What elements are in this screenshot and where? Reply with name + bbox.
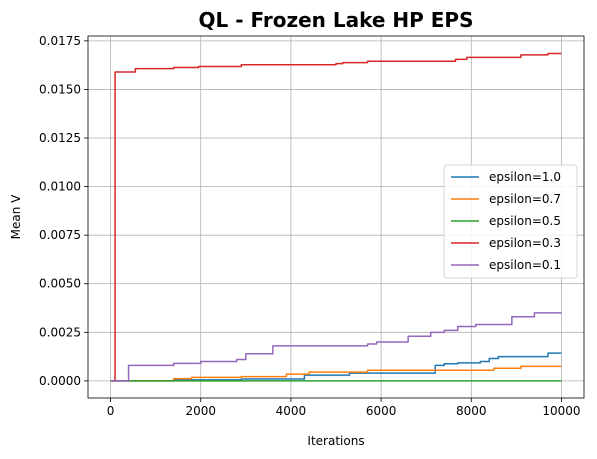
x-tick-label: 0 (107, 404, 115, 418)
y-tick-label: 0.0150 (39, 82, 81, 96)
legend-label: epsilon=0.5 (489, 214, 561, 228)
x-axis-label: Iterations (307, 434, 364, 448)
y-tick-label: 0.0125 (39, 131, 81, 145)
chart-title: QL - Frozen Lake HP EPS (199, 8, 474, 32)
y-tick-label: 0.0100 (39, 180, 81, 194)
legend-label: epsilon=0.3 (489, 236, 561, 250)
legend-label: epsilon=0.1 (489, 258, 561, 272)
y-tick-label: 0.0075 (39, 228, 81, 242)
y-tick-label: 0.0025 (39, 325, 81, 339)
y-tick-label: 0.0000 (39, 374, 81, 388)
x-tick-label: 8000 (456, 404, 487, 418)
x-tick-label: 2000 (185, 404, 216, 418)
legend-label: epsilon=1.0 (489, 170, 561, 184)
x-tick-label: 10000 (542, 404, 580, 418)
legend-label: epsilon=0.7 (489, 192, 561, 206)
legend: epsilon=1.0 epsilon=0.7 epsilon=0.5 epsilon… (444, 165, 577, 278)
y-axis-label: Mean V (9, 194, 23, 240)
y-tick-label: 0.0050 (39, 277, 81, 291)
y-tick-label: 0.0175 (39, 34, 81, 48)
x-tick-label: 4000 (276, 404, 307, 418)
x-tick-label: 6000 (366, 404, 397, 418)
